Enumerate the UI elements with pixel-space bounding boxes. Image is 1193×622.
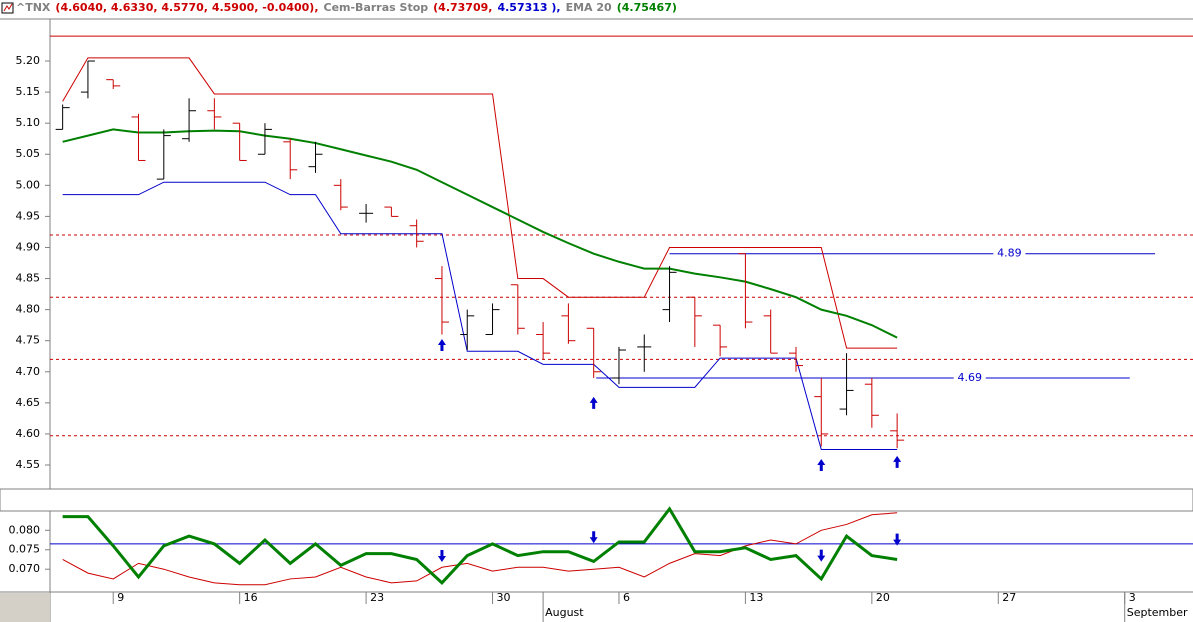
y-tick-label: 0.080 xyxy=(9,523,41,536)
axis-corner xyxy=(0,593,50,622)
series-line xyxy=(62,512,898,586)
y-tick-label: 4.55 xyxy=(16,458,41,471)
month-label: September xyxy=(1127,606,1188,619)
down-arrow xyxy=(437,549,446,562)
header-text: Cem-Barras Stop xyxy=(324,1,429,14)
y-tick-label: 4.75 xyxy=(16,334,41,347)
level-label-bg xyxy=(993,246,1026,261)
y-tick-label: 4.85 xyxy=(16,272,41,285)
header-text: ^TNX xyxy=(16,1,51,14)
series-line xyxy=(62,506,898,585)
y-tick-label: 5.05 xyxy=(16,147,41,160)
down-arrow xyxy=(589,531,598,544)
level-label: 4.89 xyxy=(997,247,1022,260)
up-arrow xyxy=(817,459,826,472)
x-tick-label: 13 xyxy=(749,591,763,604)
header-text: (4.75467) xyxy=(617,1,677,14)
header-text: (4.73709, xyxy=(433,1,492,14)
header-text: EMA 20 xyxy=(566,1,612,14)
y-tick-label: 4.95 xyxy=(16,209,41,222)
header-text: (4.6040, 4.6330, 4.5770, 4.5900, -0.0400… xyxy=(55,1,318,14)
x-tick-label: 27 xyxy=(1002,591,1016,604)
y-tick-label: 0.075 xyxy=(9,543,41,556)
y-tick-label: 4.80 xyxy=(16,303,41,316)
x-tick-label: 23 xyxy=(370,591,384,604)
x-tick-label: 16 xyxy=(244,591,258,604)
y-tick-label: 4.90 xyxy=(16,240,41,253)
x-tick-label: 20 xyxy=(876,591,890,604)
y-tick-label: 4.70 xyxy=(16,365,41,378)
y-tick-label: 5.20 xyxy=(16,54,41,67)
y-tick-label: 5.15 xyxy=(16,85,41,98)
series-line xyxy=(62,128,898,339)
down-arrow xyxy=(893,533,902,546)
up-arrow xyxy=(893,455,902,468)
series-line xyxy=(62,57,898,349)
month-label: August xyxy=(545,606,584,619)
y-tick-label: 5.00 xyxy=(16,178,41,191)
series-line xyxy=(62,181,898,450)
header-icon-line xyxy=(3,3,13,12)
x-tick-label: 3 xyxy=(1129,591,1136,604)
y-tick-label: 4.65 xyxy=(16,396,41,409)
y-tick-label: 4.60 xyxy=(16,427,41,440)
y-tick-label: 5.10 xyxy=(16,116,41,129)
header-text: 4.57313 ), xyxy=(497,1,560,14)
header-bar xyxy=(0,0,1193,17)
up-arrow xyxy=(589,396,598,409)
level-label: 4.69 xyxy=(957,371,982,384)
level-label-bg xyxy=(953,370,986,385)
separator-panel xyxy=(0,488,1193,512)
down-arrow xyxy=(817,549,826,562)
header-icon xyxy=(1,2,14,14)
up-arrow xyxy=(437,339,446,352)
x-tick-label: 9 xyxy=(117,591,124,604)
x-tick-label: 30 xyxy=(497,591,511,604)
x-tick-label: 6 xyxy=(623,591,630,604)
y-tick-label: 0.070 xyxy=(9,562,41,575)
